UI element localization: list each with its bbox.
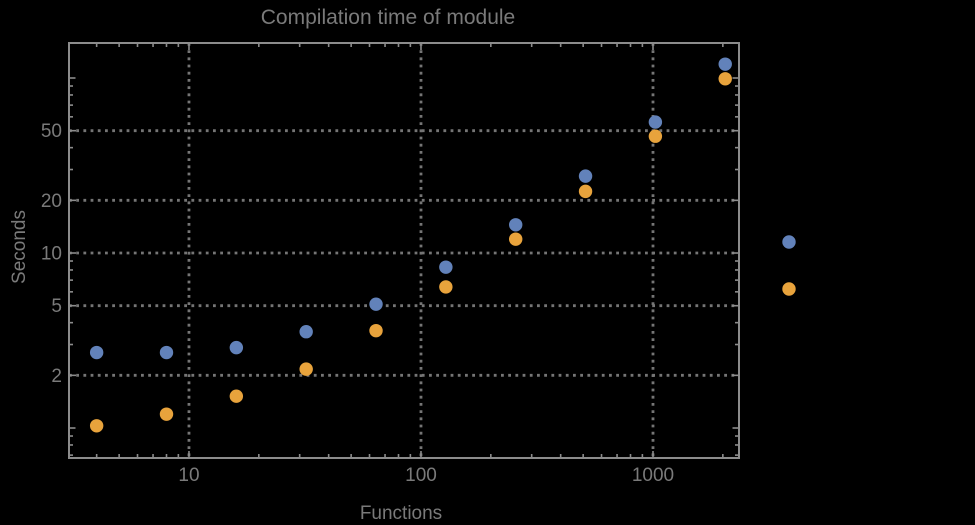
gridlines: [69, 43, 739, 458]
y-tick-label: 20: [41, 191, 62, 212]
data-point-series-1-blue: [509, 218, 523, 232]
legend-marker-orange: [782, 282, 796, 296]
y-axis-label: Seconds: [9, 210, 30, 284]
data-point-series-1-blue: [439, 260, 453, 274]
data-point-series-2-orange: [718, 72, 732, 86]
x-axis-label: Functions: [360, 503, 442, 524]
data-point-series-2-orange: [89, 419, 104, 433]
data-point-series-2-orange: [578, 184, 593, 199]
data-points: [89, 57, 732, 433]
axis-ticks: [69, 43, 739, 458]
x-tick-label: 1000: [632, 465, 674, 486]
data-point-series-2-orange: [369, 323, 383, 338]
data-point-series-2-orange: [509, 232, 523, 246]
plot-frame: [68, 42, 740, 459]
legend: [782, 235, 796, 296]
axis-tick-labels: 10 100 1000 2 5 10 20 50: [41, 121, 674, 486]
data-point-series-2-orange: [439, 280, 453, 294]
y-tick-label: 5: [51, 296, 62, 317]
y-tick-label: 2: [51, 366, 62, 387]
y-tick-label: 50: [41, 121, 62, 142]
data-point-series-1-blue: [648, 115, 663, 129]
data-point-series-1-blue: [229, 340, 244, 355]
data-point-series-1-blue: [159, 345, 174, 360]
data-point-series-1-blue: [89, 345, 104, 360]
y-tick-label: 10: [41, 244, 62, 265]
data-point-series-2-orange: [648, 129, 663, 143]
data-point-series-2-orange: [299, 362, 313, 376]
data-point-series-1-blue: [578, 169, 593, 183]
data-point-series-1-blue: [369, 297, 383, 311]
x-tick-label: 100: [405, 465, 437, 486]
data-point-series-1-blue: [299, 325, 313, 339]
data-point-series-2-orange: [159, 407, 174, 421]
data-point-series-1-blue: [718, 57, 732, 71]
legend-marker-blue: [782, 235, 796, 249]
x-tick-label: 10: [178, 465, 199, 486]
data-point-series-2-orange: [229, 389, 244, 403]
chart-title: Compilation time of module: [261, 6, 515, 29]
